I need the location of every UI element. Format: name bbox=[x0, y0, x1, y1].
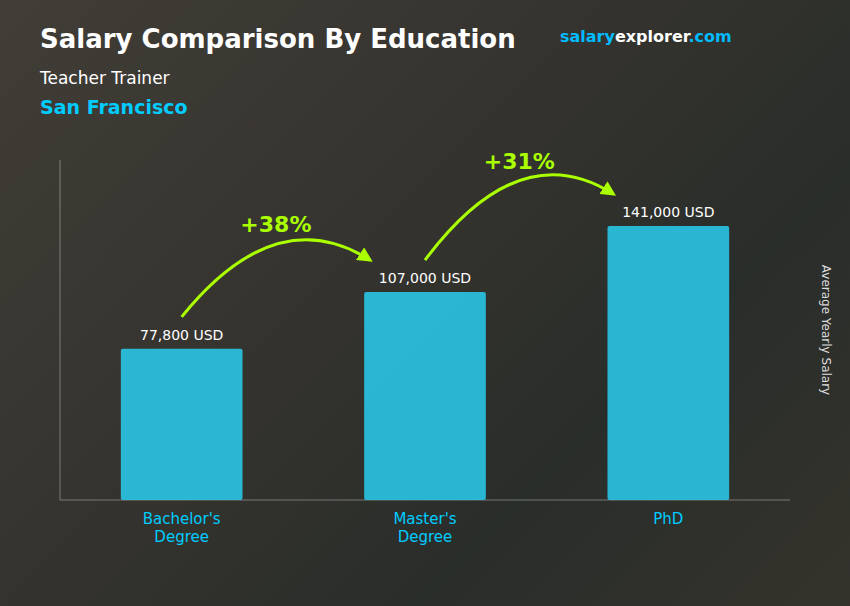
y-axis-label: Average Yearly Salary bbox=[819, 265, 833, 395]
annotation: +31% bbox=[484, 149, 555, 174]
background bbox=[0, 0, 850, 606]
category-label: Master'sDegree bbox=[393, 510, 456, 546]
bar bbox=[364, 292, 486, 500]
annotation-arrow bbox=[182, 240, 370, 317]
data-label: 77,800 USD bbox=[140, 327, 223, 343]
category-label-line: Bachelor's bbox=[143, 510, 221, 528]
subtitle: San Francisco bbox=[40, 96, 188, 118]
annotation-arrow bbox=[425, 175, 614, 260]
watermark-part: salary bbox=[560, 27, 615, 46]
category-label: Bachelor'sDegree bbox=[143, 510, 221, 546]
subtitle: Teacher Trainer bbox=[39, 68, 170, 88]
category-label: PhD bbox=[653, 510, 683, 528]
data-label: 107,000 USD bbox=[379, 270, 471, 286]
data-label: 141,000 USD bbox=[622, 204, 714, 220]
watermark-part: explorer bbox=[615, 27, 691, 46]
bar bbox=[608, 226, 730, 500]
bar bbox=[121, 349, 243, 500]
category-label-line: Master's bbox=[393, 510, 456, 528]
annotation: +38% bbox=[240, 212, 311, 237]
watermark: salaryexplorer.com bbox=[560, 27, 732, 46]
chart: Salary Comparison By Education Teacher Tr… bbox=[0, 0, 850, 606]
y-axis-line bbox=[60, 160, 61, 500]
title: Salary Comparison By Education bbox=[40, 24, 516, 54]
category-label-line: Degree bbox=[154, 528, 209, 546]
category-label-line: Degree bbox=[398, 528, 453, 546]
category-label-line: PhD bbox=[653, 510, 683, 528]
watermark-part: .com bbox=[688, 27, 731, 46]
